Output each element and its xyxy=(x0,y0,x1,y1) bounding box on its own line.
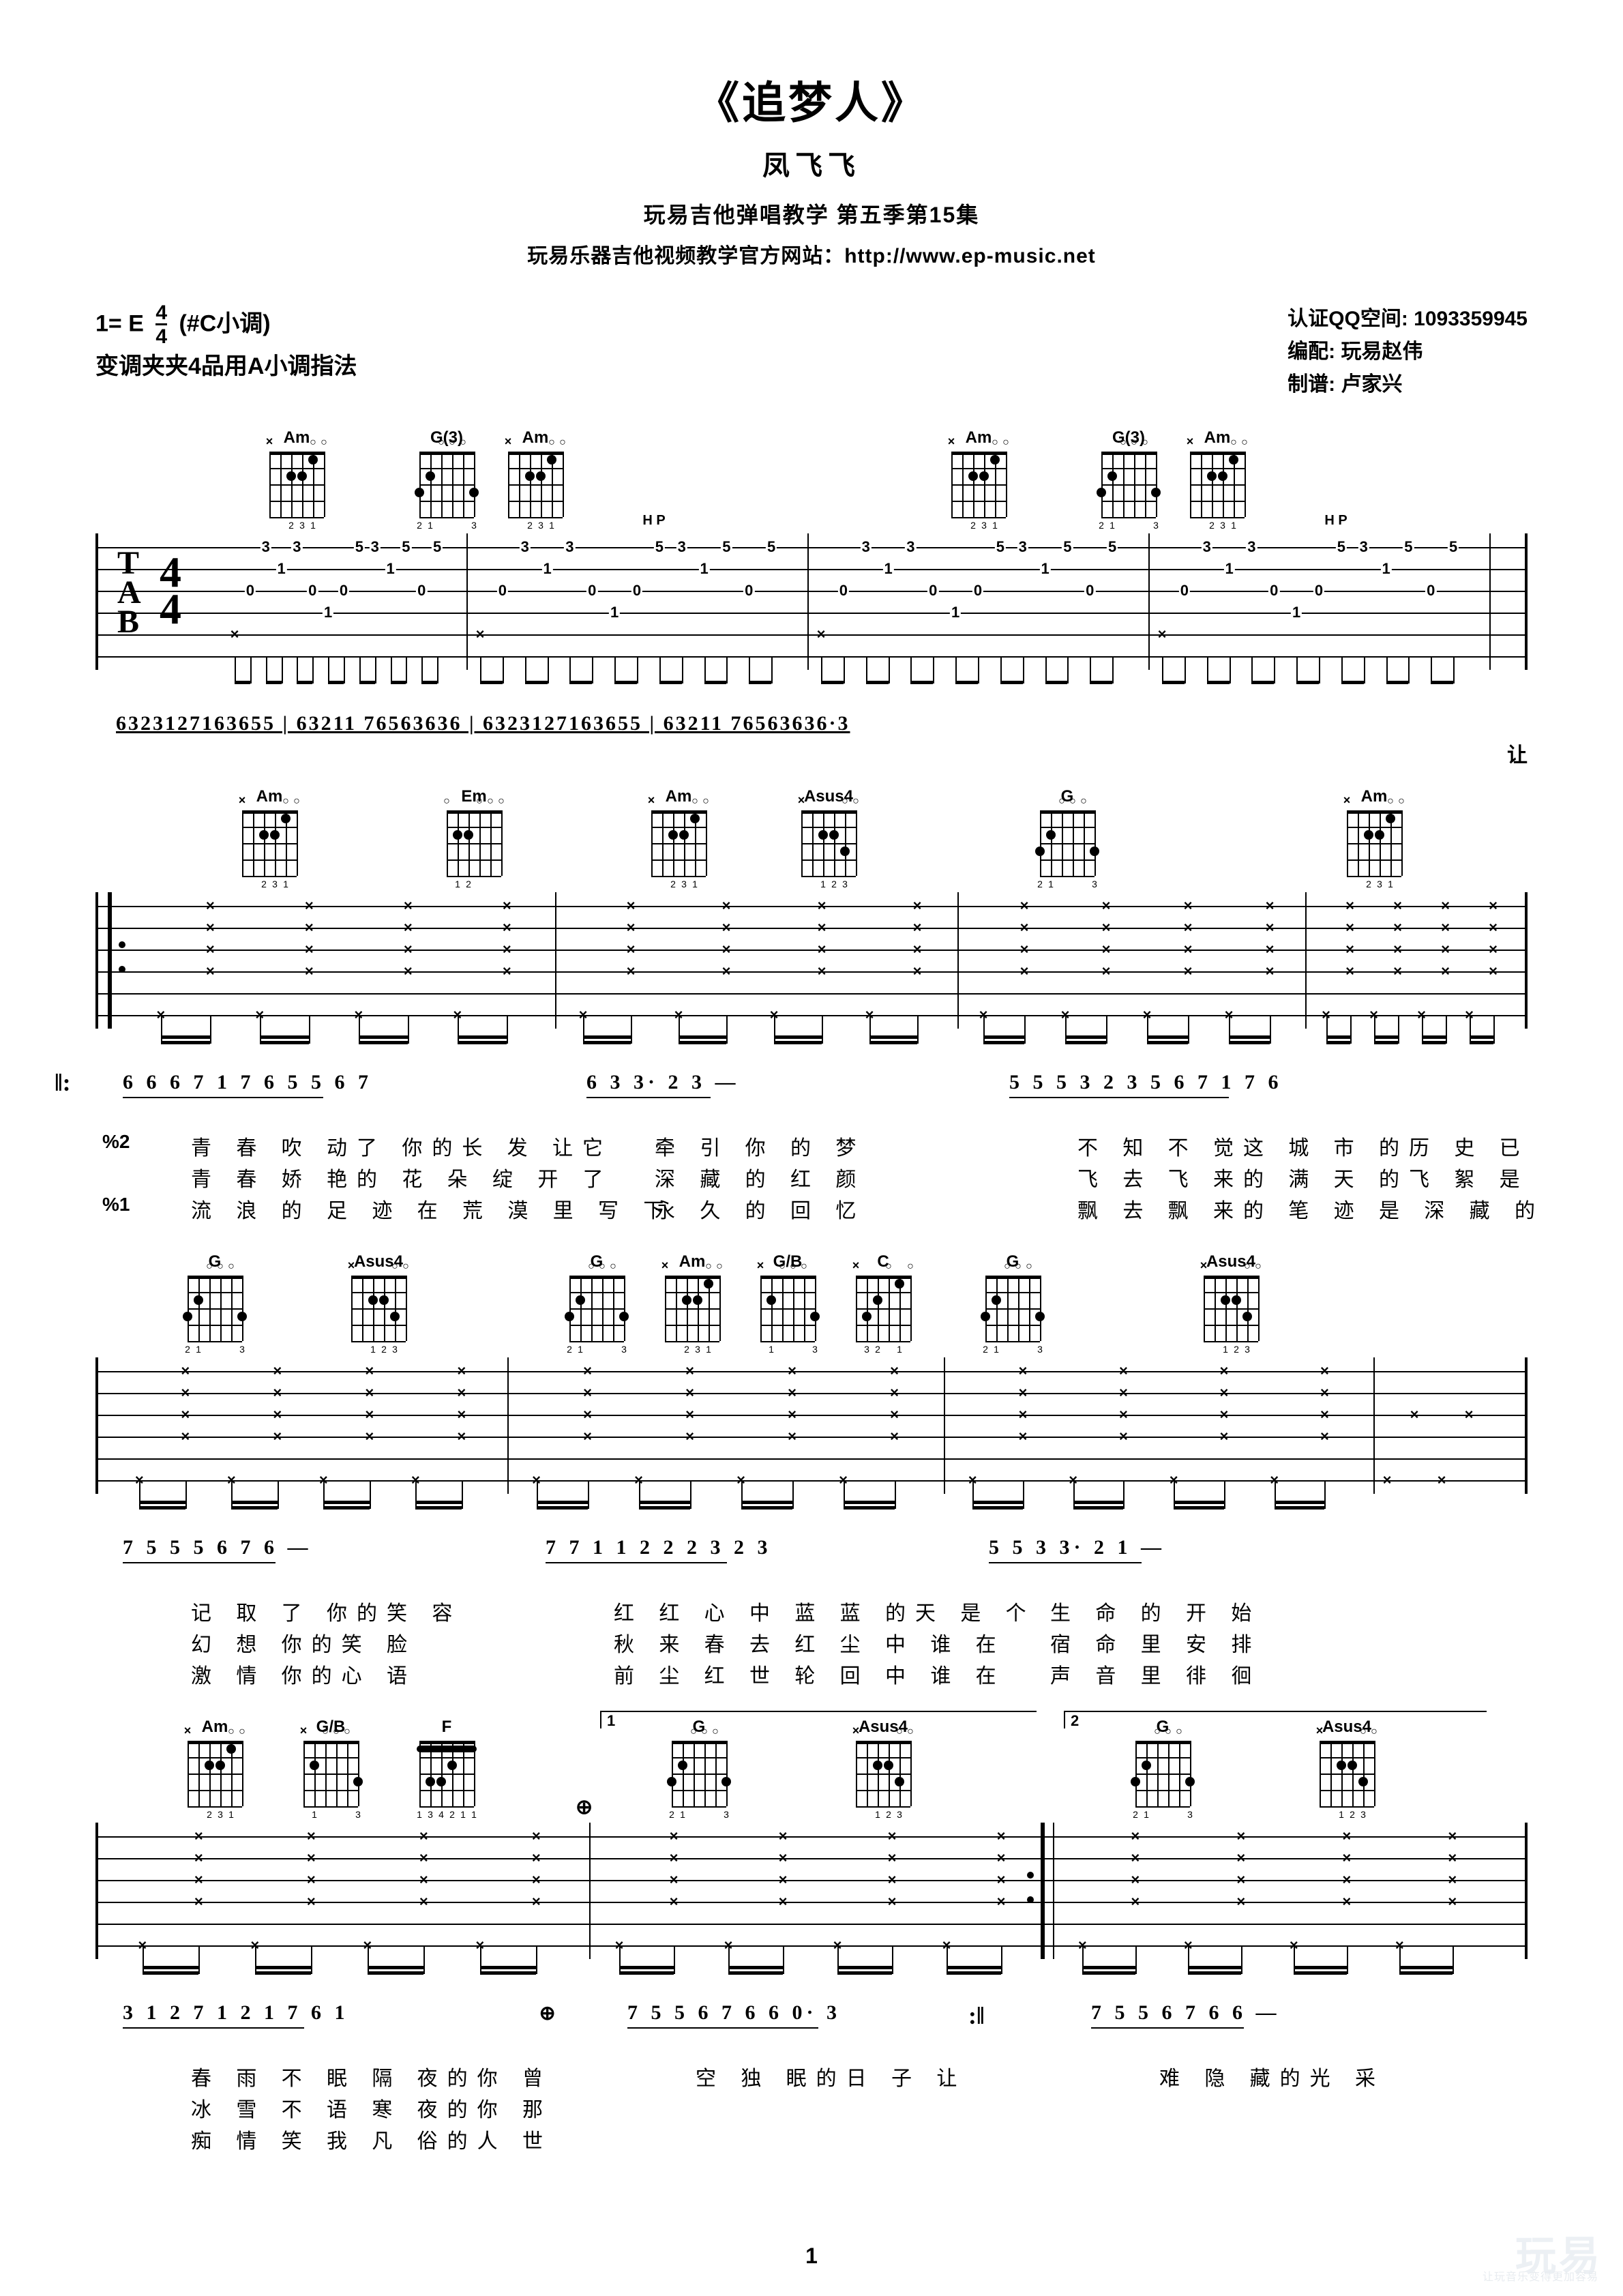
chord-diagram: Am×○○231 xyxy=(661,1252,723,1341)
system-1: Am×○○231 G(3)○○○213 Am×○○231 Am×○○231 G(3)○○… xyxy=(95,428,1528,760)
chord-diagram: Em○○○○12 xyxy=(443,787,505,876)
key-label: 1= E xyxy=(95,310,144,336)
numbered-notation: 6 6 6 7 1 7 6 5 5 6 76 3 3· 2 3 —5 5 5 3… xyxy=(95,1071,1528,1119)
lyrics-block: 春 雨 不 眠 隔 夜的你 曾空 独 眠的日 子 让难 隐 藏的光 采冰 雪 不… xyxy=(95,2061,1528,2155)
system-4: Am×○○231 G/B×○○○13 F134211 G○○○213 Asus4×○○1… xyxy=(95,1718,1528,2155)
chord-diagram: G○○○213 xyxy=(982,1252,1043,1341)
system-3: G○○○213 Asus4×○○123 G○○○213 Am×○○231 G/B×○○○… xyxy=(95,1252,1528,1690)
chord-diagram: G○○○213 xyxy=(184,1252,245,1341)
lyrics-block: %2青 春 吹 动了 你的长 发 让它牵 引 你 的 梦不 知 不 觉这 城 市… xyxy=(95,1131,1528,1225)
chord-diagram: Asus4×○○123 xyxy=(852,1718,914,1806)
chord-diagram: F134211 xyxy=(416,1718,477,1806)
qq-label: 认证QQ空间: 1093359945 xyxy=(1287,303,1528,336)
watermark-subtitle: 让玩音乐变得更加容易 xyxy=(1483,2267,1598,2284)
tab-staff: ××××××××××××××××××××××××××××××××××××××××… xyxy=(95,892,1528,1029)
chord-diagram: Am×○○231 xyxy=(1343,787,1405,876)
time-signature-icon: 44 xyxy=(155,303,167,347)
chord-diagram: Asus4×○○123 xyxy=(1200,1252,1262,1341)
tab-staff: ××××××××××××××××××××××××××××××××××××××××… xyxy=(95,1357,1528,1494)
chord-diagram: G○○○213 xyxy=(1037,787,1098,876)
transcriber-label: 制谱: 卢家兴 xyxy=(1287,368,1528,401)
numbered-notation: 3 1 2 7 1 2 1 7 6 17 5 5 6 7 6 6 0· 37 5… xyxy=(95,2001,1528,2049)
chord-diagram: G(3)○○○213 xyxy=(416,428,477,517)
page-number: 1 xyxy=(805,2243,818,2269)
tab-staff: TAB44×0313010531505×0313010531505×031301… xyxy=(95,533,1528,670)
chord-diagram: G○○○213 xyxy=(566,1252,627,1341)
meta-row: 1= E 44 (#C小调) 变调夹夹4品用A小调指法 认证QQ空间: 1093… xyxy=(95,303,1528,401)
chord-diagram: C×○○321 xyxy=(852,1252,914,1341)
chord-diagram: Am×○○231 xyxy=(239,787,300,876)
chord-diagram: Asus4×○○123 xyxy=(348,1252,409,1341)
tab-clef-icon: TAB xyxy=(117,548,141,637)
chord-diagram: G(3)○○○213 xyxy=(1098,428,1159,517)
website-label: 玩易乐器吉他视频教学官方网站：http://www.ep-music.net xyxy=(95,239,1528,269)
chord-diagram: G○○○213 xyxy=(668,1718,730,1806)
lesson-subtitle: 玩易吉他弹唱教学 第五季第15集 xyxy=(95,198,1528,229)
arranger-label: 编配: 玩易赵伟 xyxy=(1287,336,1528,368)
chord-diagram: Am×○○231 xyxy=(184,1718,245,1806)
chord-diagram: Am×○○231 xyxy=(1187,428,1248,517)
chord-diagram: Am×○○231 xyxy=(505,428,566,517)
song-title: 《追梦人》 xyxy=(95,68,1528,131)
key-paren: (#C小调) xyxy=(179,310,270,336)
chord-diagram: Asus4×○○123 xyxy=(798,787,859,876)
time-signature: 44 xyxy=(160,554,181,628)
artist-name: 凤飞飞 xyxy=(95,143,1528,183)
chord-diagram: G/B×○○○13 xyxy=(300,1718,361,1806)
chord-diagram: Am×○○231 xyxy=(266,428,327,517)
capo-label: 变调夹夹4品用A小调指法 xyxy=(95,347,357,387)
chord-diagram: G○○○213 xyxy=(1132,1718,1193,1806)
tab-staff: ⊕×××××××××××××××××××××××××××××××××××××××… xyxy=(95,1823,1528,1959)
system-2: Am×○○231 Em○○○○12 Am×○○231 Asus4×○○123 G○○○2… xyxy=(95,787,1528,1225)
chord-diagram: Am×○○231 xyxy=(948,428,1009,517)
chord-diagram: Asus4×○○123 xyxy=(1316,1718,1378,1806)
numbered-notation: 7 5 5 5 6 7 6 —7 7 1 1 2 2 2 3 2 35 5 3 … xyxy=(95,1536,1528,1584)
chord-diagram: G/B×○○○13 xyxy=(757,1252,818,1341)
coda-icon: ⊕ xyxy=(576,1795,593,1819)
chord-diagram: Am×○○231 xyxy=(648,787,709,876)
lyrics-block: 记 取 了 你的笑 容红 红 心 中 蓝 蓝 的天 是 个生 命 的 开 始幻 … xyxy=(95,1596,1528,1690)
